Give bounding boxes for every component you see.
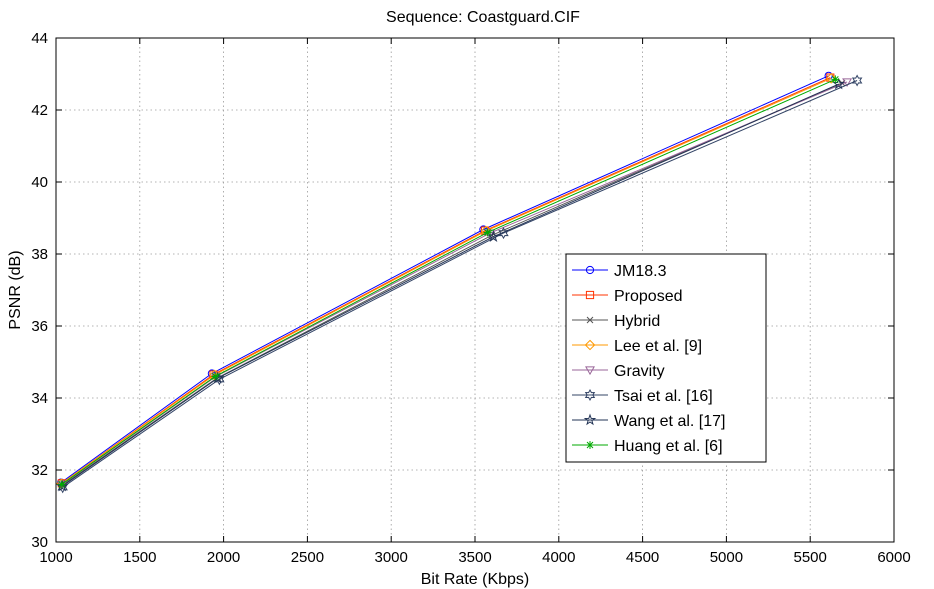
data-point-huang-et-al-6: [57, 480, 66, 489]
legend-marker-proposed: [585, 290, 595, 300]
legend-marker-lee-et-al-9: [584, 339, 596, 351]
series-line-tsai-et-al-16: [62, 80, 858, 488]
legend-marker-huang-et-al-6: [586, 441, 594, 449]
grid: [56, 38, 894, 542]
legend-label-tsai-et-al-16: Tsai et al. [16]: [614, 388, 713, 405]
legend-label-jm18-3: JM18.3: [614, 263, 667, 280]
x-tick-label: 5000: [710, 549, 743, 566]
x-tick-label: 4000: [542, 549, 575, 566]
data-point-lee-et-al-9: [825, 73, 837, 84]
y-tick-label: 30: [31, 534, 48, 551]
legend-label-hybrid: Hybrid: [614, 313, 660, 330]
series-line-lee-et-al-9: [61, 77, 832, 485]
x-axis-label: Bit Rate (Kbps): [421, 571, 529, 588]
y-tick-label: 38: [31, 246, 48, 263]
series-line-hybrid: [62, 82, 843, 486]
series-layer: [55, 71, 863, 494]
chart-title: Sequence: Coastguard.CIF: [386, 9, 580, 26]
x-tick-label: 1500: [123, 549, 156, 566]
legend-label-proposed: Proposed: [614, 288, 683, 305]
series-line-huang-et-al-6: [61, 78, 836, 485]
data-point-huang-et-al-6: [483, 228, 492, 237]
legend-label-lee-et-al-9: Lee et al. [9]: [614, 338, 702, 355]
y-tick-label: 32: [31, 462, 48, 479]
series-line-jm18-3: [60, 75, 829, 484]
y-tick-label: 42: [31, 102, 48, 119]
data-point-tsai-et-al-16: [851, 74, 863, 87]
legend-label-huang-et-al-6: Huang et al. [6]: [614, 438, 723, 455]
legend-label-gravity: Gravity: [614, 363, 665, 380]
x-tick-label: 2000: [207, 549, 240, 566]
x-tick-label: 6000: [877, 549, 910, 566]
y-axis-label: PSNR (dB): [7, 250, 24, 329]
legend-marker-tsai-et-al-16: [584, 388, 596, 402]
x-tick-label: 3500: [458, 549, 491, 566]
x-tick-label: 3000: [375, 549, 408, 566]
axis-ticks: 1000 1500 2000 2500 3000 3500 4000 4500 5000 5500…: [31, 30, 910, 566]
legend-marker-gravity: [585, 366, 595, 376]
legend-label-wang-et-al-17: Wang et al. [17]: [614, 413, 725, 430]
series-line-wang-et-al-17: [61, 83, 839, 487]
legend-box: [565, 253, 767, 463]
data-point-huang-et-al-6: [211, 372, 220, 381]
series-huang-et-al-6: [57, 75, 840, 489]
data-point-huang-et-al-6: [831, 75, 840, 84]
y-tick-label: 36: [31, 318, 48, 335]
legend-marker-hybrid: [586, 316, 594, 324]
y-tick-label: 44: [31, 30, 48, 47]
y-tick-label: 34: [31, 390, 48, 407]
legend: JM18.3 Proposed Hybrid Lee et al. [9] Gravit…: [565, 253, 767, 463]
data-point-gravity: [842, 78, 853, 88]
legend-marker-jm18-3: [585, 265, 595, 275]
x-tick-label: 1000: [39, 549, 72, 566]
x-tick-label: 5500: [794, 549, 827, 566]
x-tick-label: 4500: [626, 549, 659, 566]
legend-marker-wang-et-al-17: [583, 413, 597, 426]
y-tick-label: 40: [31, 174, 48, 191]
x-tick-label: 2500: [291, 549, 324, 566]
